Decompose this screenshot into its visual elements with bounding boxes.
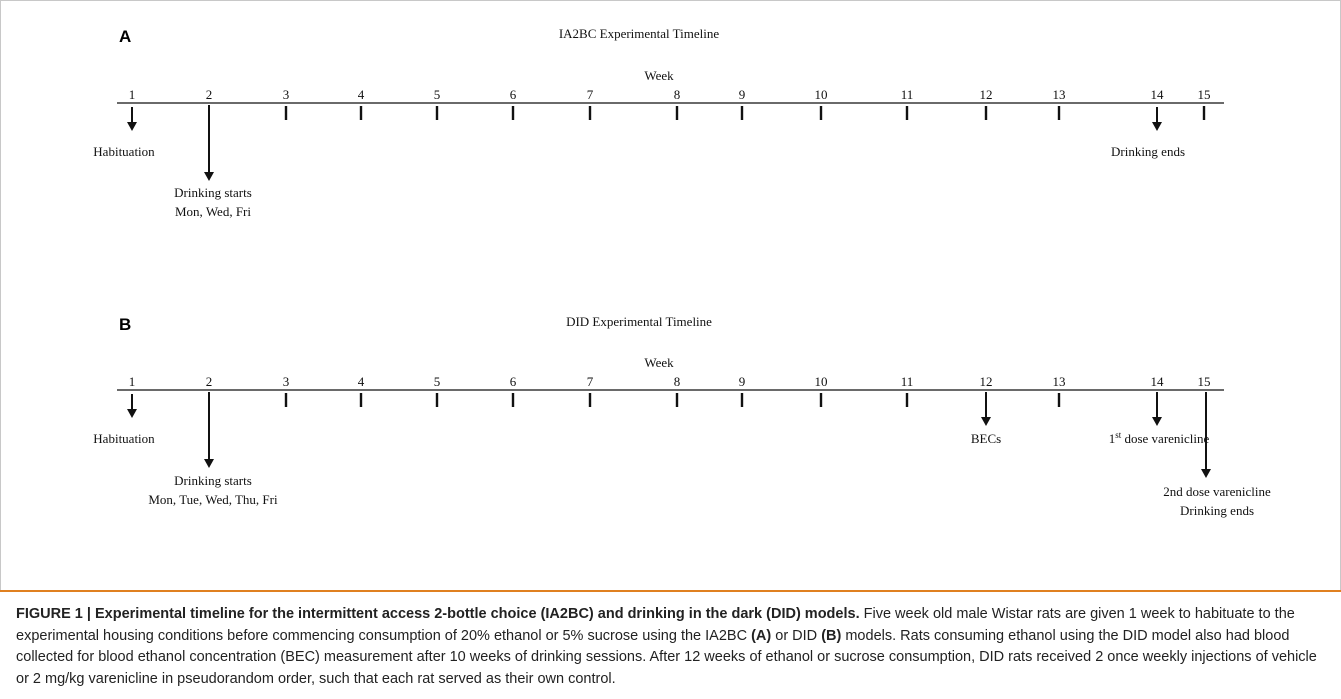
- panel-b-axis-label: Week: [644, 355, 674, 370]
- event-label: Habituation: [93, 144, 155, 159]
- week-label-2: 2: [206, 374, 213, 389]
- week-label-1: 1: [129, 374, 136, 389]
- week-label-1: 1: [129, 87, 136, 102]
- week-label-13: 13: [1053, 374, 1066, 389]
- event-drinking-starts-b: Drinking starts Mon, Tue, Wed, Thu, Fri: [148, 392, 278, 507]
- week-label-4: 4: [358, 374, 365, 389]
- event-label: Mon, Tue, Wed, Thu, Fri: [148, 492, 278, 507]
- week-label-11: 11: [901, 87, 914, 102]
- week-label-14: 14: [1151, 374, 1165, 389]
- week-label-15: 15: [1198, 87, 1211, 102]
- event-label: Drinking ends: [1180, 503, 1254, 518]
- week-label-13: 13: [1053, 87, 1066, 102]
- event-label: Habituation: [93, 431, 155, 446]
- week-label-14: 14: [1151, 87, 1165, 102]
- event-label: 2nd dose varenicline: [1163, 484, 1271, 499]
- week-label-7: 7: [587, 374, 594, 389]
- week-label-4: 4: [358, 87, 365, 102]
- week-label-9: 9: [739, 374, 746, 389]
- event-becs-b: BECs: [971, 392, 1001, 446]
- event-label: Drinking starts: [174, 473, 252, 488]
- event-label: BECs: [971, 431, 1001, 446]
- week-label-11: 11: [901, 374, 914, 389]
- panel-a-axis-label: Week: [644, 68, 674, 83]
- event-label: Mon, Wed, Fri: [175, 204, 251, 219]
- figure-caption: FIGURE 1 | Experimental timeline for the…: [16, 604, 1326, 690]
- event-drinking-starts-a: Drinking starts Mon, Wed, Fri: [174, 105, 252, 219]
- event-label: 1st dose varenicline: [1109, 430, 1210, 446]
- event-second-dose-b: 2nd dose varenicline Drinking ends: [1163, 392, 1271, 518]
- event-label: Drinking ends: [1111, 144, 1185, 159]
- caption-ref-a: (A): [751, 627, 772, 644]
- panel-a-title: IA2BC Experimental Timeline: [559, 26, 720, 41]
- caption-separator: [0, 590, 1341, 592]
- week-label-5: 5: [434, 87, 441, 102]
- caption-text-1: Five week old male Wistar rats are given…: [16, 606, 1295, 644]
- figure-frame: [0, 0, 1341, 591]
- event-label: Drinking starts: [174, 185, 252, 200]
- week-label-9: 9: [739, 87, 746, 102]
- week-label-12: 12: [980, 87, 993, 102]
- week-label-12: 12: [980, 374, 993, 389]
- caption-text-3: models. Rats consuming ethanol using the…: [16, 627, 1317, 687]
- week-label-7: 7: [587, 87, 594, 102]
- week-label-10: 10: [815, 374, 828, 389]
- event-first-dose-b: 1st dose varenicline: [1109, 392, 1210, 446]
- week-label-8: 8: [674, 374, 681, 389]
- caption-ref-b: (B): [821, 627, 842, 644]
- week-label-8: 8: [674, 87, 681, 102]
- week-label-2: 2: [206, 87, 213, 102]
- event-drinking-ends-a: Drinking ends: [1111, 107, 1185, 159]
- week-label-5: 5: [434, 374, 441, 389]
- week-label-15: 15: [1198, 374, 1211, 389]
- panel-letter-a: A: [119, 27, 131, 46]
- caption-text-2: or DID: [771, 627, 822, 644]
- week-label-3: 3: [283, 374, 290, 389]
- week-label-10: 10: [815, 87, 828, 102]
- panel-b-title: DID Experimental Timeline: [566, 314, 712, 329]
- panel-letter-b: B: [119, 315, 131, 334]
- panel-b-ticks: 1 2 3 4 5 6 7 8 9 10 11 12 13 14 15: [129, 374, 1211, 407]
- panel-a-ticks: 1 2 3 4 5 6 7 8 9 10 11 12 13 14 15: [129, 87, 1211, 120]
- event-habituation-b: Habituation: [93, 394, 155, 446]
- caption-label: FIGURE 1 | Experimental timeline for the…: [16, 606, 860, 622]
- week-label-3: 3: [283, 87, 290, 102]
- event-habituation-a: Habituation: [93, 107, 155, 159]
- week-label-6: 6: [510, 374, 517, 389]
- week-label-6: 6: [510, 87, 517, 102]
